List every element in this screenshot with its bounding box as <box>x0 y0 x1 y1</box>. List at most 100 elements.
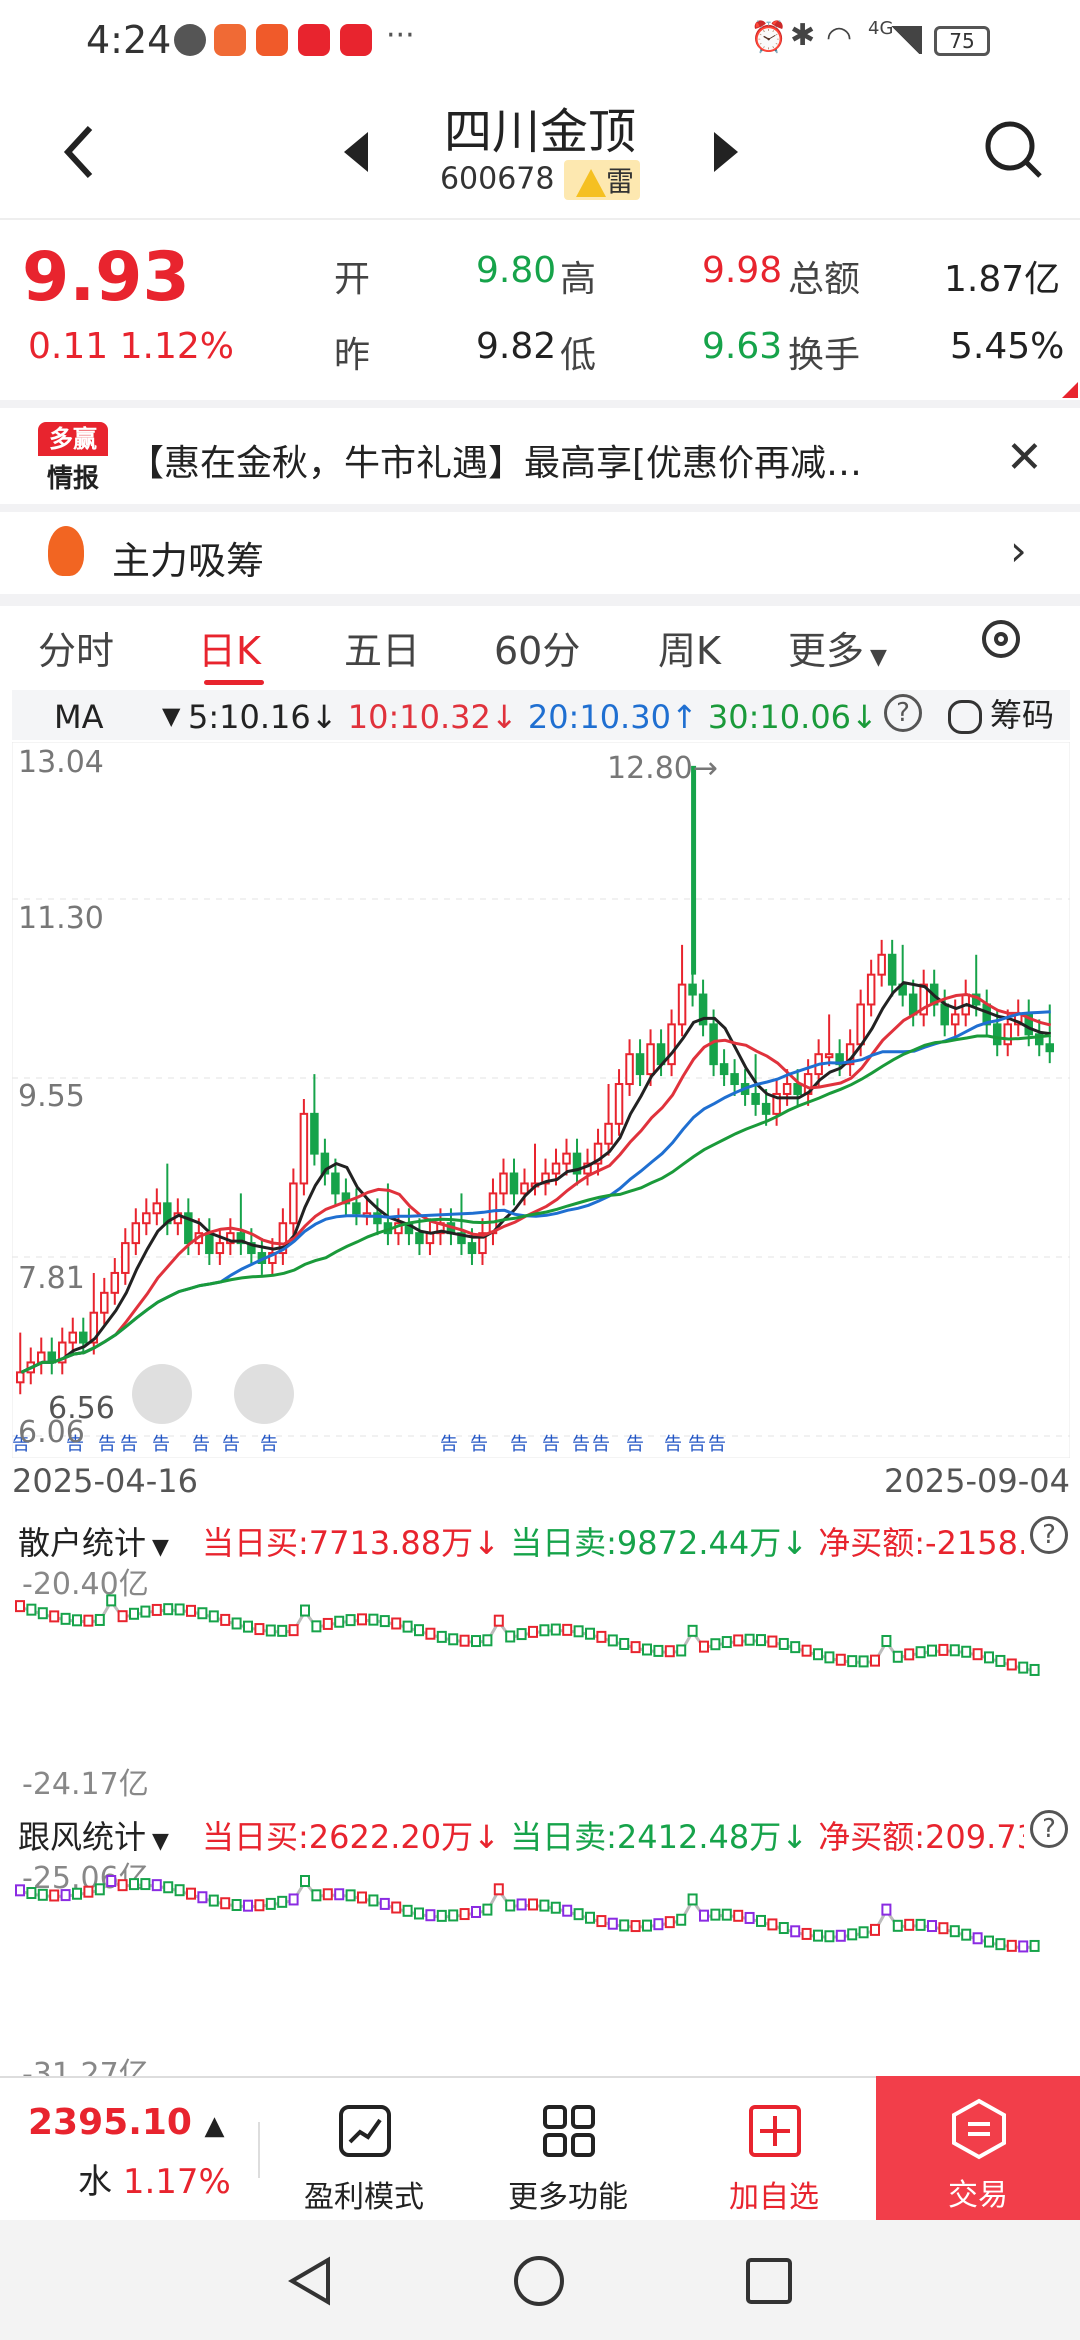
candle <box>110 1271 120 1294</box>
stat-box <box>186 1604 196 1617</box>
stat-box <box>881 1903 892 1916</box>
candle <box>635 1053 645 1076</box>
stat-box <box>995 1938 1006 1951</box>
stat-box <box>699 1909 709 1922</box>
stat-box <box>687 1893 698 1906</box>
stat-box <box>436 1630 447 1643</box>
chip-distribution-button[interactable]: 筹码 <box>942 690 1070 740</box>
stat-box <box>801 1927 812 1940</box>
candle <box>425 1232 435 1245</box>
indicator-select[interactable]: MA <box>54 698 104 736</box>
next-stock-icon[interactable] <box>710 130 740 174</box>
nav-recent-icon[interactable] <box>744 2256 794 2306</box>
open-label: 开 <box>334 259 371 300</box>
stat-box <box>140 1605 151 1618</box>
follow-stats-select[interactable]: 跟风统计 ▼ <box>18 1812 169 1858</box>
follow-sell: 当日卖:2412.48万↓ <box>510 1818 809 1856</box>
app-notification-icon <box>340 24 372 56</box>
retail-net: 净买额:-2158. <box>818 1524 1024 1562</box>
caret-down-icon: ▼ <box>870 645 887 670</box>
more-functions-button[interactable]: 更多功能 <box>478 2078 658 2222</box>
stat-box <box>972 1648 983 1661</box>
stat-box <box>927 1920 937 1933</box>
low-value: 9.63 <box>702 326 783 367</box>
title-bar: 四川金顶 600678 雷 <box>0 84 1080 220</box>
tab-five-day[interactable]: 五日 <box>344 629 421 673</box>
expand-icon[interactable] <box>132 1364 192 1424</box>
trade-icon <box>952 2098 1006 2160</box>
stat-box <box>870 1923 880 1936</box>
tab-intraday[interactable]: 分时 <box>38 629 115 673</box>
candle <box>488 1192 498 1235</box>
stat-box <box>528 1898 538 1911</box>
help-icon[interactable]: ? <box>1030 1516 1068 1554</box>
warning-icon <box>576 169 607 197</box>
stat-box <box>607 1634 618 1647</box>
retail-bottom-label: -24.17亿 <box>22 1767 149 1802</box>
period-tabs: 分时 日K 五日 60分 周K 更多 ▼ <box>0 606 1080 686</box>
search-icon[interactable] <box>982 118 1046 182</box>
help-icon[interactable]: ? <box>1030 1810 1068 1848</box>
stat-box <box>60 1612 71 1625</box>
index-value[interactable]: 2395.10 ▲ <box>28 2102 225 2143</box>
back-icon[interactable] <box>60 122 100 182</box>
stat-box <box>26 1603 37 1616</box>
close-icon[interactable]: ✕ <box>1006 432 1043 483</box>
bluetooth-icon: ✱ <box>790 18 816 53</box>
follow-stats-chart[interactable]: -25.06亿 -31.27亿 <box>12 1858 1070 2076</box>
end-date: 2025-09-04 <box>884 1462 1070 1500</box>
nav-back-icon[interactable] <box>286 2256 336 2306</box>
stat-box <box>676 1644 687 1657</box>
profit-mode-button[interactable]: 盈利模式 <box>274 2078 454 2222</box>
stat-box <box>220 1897 231 1910</box>
event-tag: 告 <box>470 1434 488 1455</box>
risk-badge[interactable]: 雷 <box>564 160 641 200</box>
caret-down-icon[interactable]: ▼ <box>162 702 181 730</box>
low-label: 低 <box>560 335 597 376</box>
event-tag: 告 <box>688 1434 706 1455</box>
stat-box <box>813 1648 823 1661</box>
kline-chart[interactable]: 告告告告告告告告告告告告告告告告告告 13.04 11.30 9.55 7.81… <box>12 742 1070 1458</box>
tab-60min[interactable]: 60分 <box>494 629 581 673</box>
settings-icon[interactable] <box>982 620 1020 658</box>
news-text[interactable]: 【惠在金秋，牛市礼遇】最高享[优惠价再减… <box>128 443 863 484</box>
stat-box <box>208 1894 219 1907</box>
retail-stats-chart[interactable]: -20.40亿 -24.17亿 <box>12 1564 1070 1804</box>
news-banner[interactable]: 多赢 情报 【惠在金秋，牛市礼遇】最高享[优惠价再减… ✕ <box>0 408 1080 506</box>
stat-box <box>630 1641 641 1654</box>
follow-bottom-label: -31.27亿 <box>22 2057 149 2076</box>
stat-box <box>835 1653 846 1666</box>
stat-box <box>482 1634 493 1647</box>
app-notification-icon <box>214 24 246 56</box>
stat-box <box>619 1919 630 1932</box>
stat-box <box>664 1916 675 1929</box>
event-tag: 告 <box>626 1434 644 1455</box>
prev-stock-icon[interactable] <box>342 130 372 174</box>
stat-box <box>106 1594 117 1607</box>
nav-home-icon[interactable] <box>512 2254 566 2308</box>
stat-box <box>379 1897 390 1910</box>
stat-box <box>870 1654 880 1667</box>
chevron-right-icon[interactable]: › <box>1010 526 1027 575</box>
retail-stats-select[interactable]: 散户统计 ▼ <box>18 1518 169 1564</box>
stat-box <box>585 1627 595 1640</box>
help-icon[interactable]: ? <box>884 694 922 732</box>
tab-weekly-k[interactable]: 周K <box>658 629 721 673</box>
tab-more[interactable]: 更多 ▼ <box>788 620 887 675</box>
candle <box>142 1212 151 1225</box>
tab-daily-k[interactable]: 日K <box>198 629 261 673</box>
feature-row[interactable]: 主力吸筹 › <box>0 512 1080 594</box>
draw-tool-icon[interactable] <box>234 1364 294 1424</box>
stat-box <box>186 1887 196 1900</box>
candle <box>215 1242 225 1255</box>
trade-button[interactable]: 交易 <box>876 2076 1080 2220</box>
high-label: 高 <box>560 259 597 300</box>
stat-box <box>231 1617 242 1630</box>
add-watchlist-button[interactable]: 加自选 <box>684 2078 864 2222</box>
stat-box <box>995 1654 1006 1667</box>
stat-box <box>72 1614 82 1627</box>
stat-box <box>357 1891 367 1904</box>
candle <box>310 1112 319 1155</box>
status-time: 4:24 <box>86 18 172 62</box>
stock-code-line: 600678 雷 <box>0 160 1080 200</box>
